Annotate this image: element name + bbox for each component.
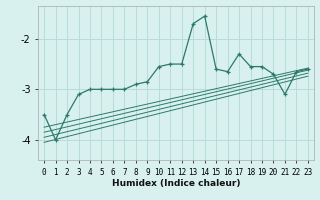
X-axis label: Humidex (Indice chaleur): Humidex (Indice chaleur) [112,179,240,188]
